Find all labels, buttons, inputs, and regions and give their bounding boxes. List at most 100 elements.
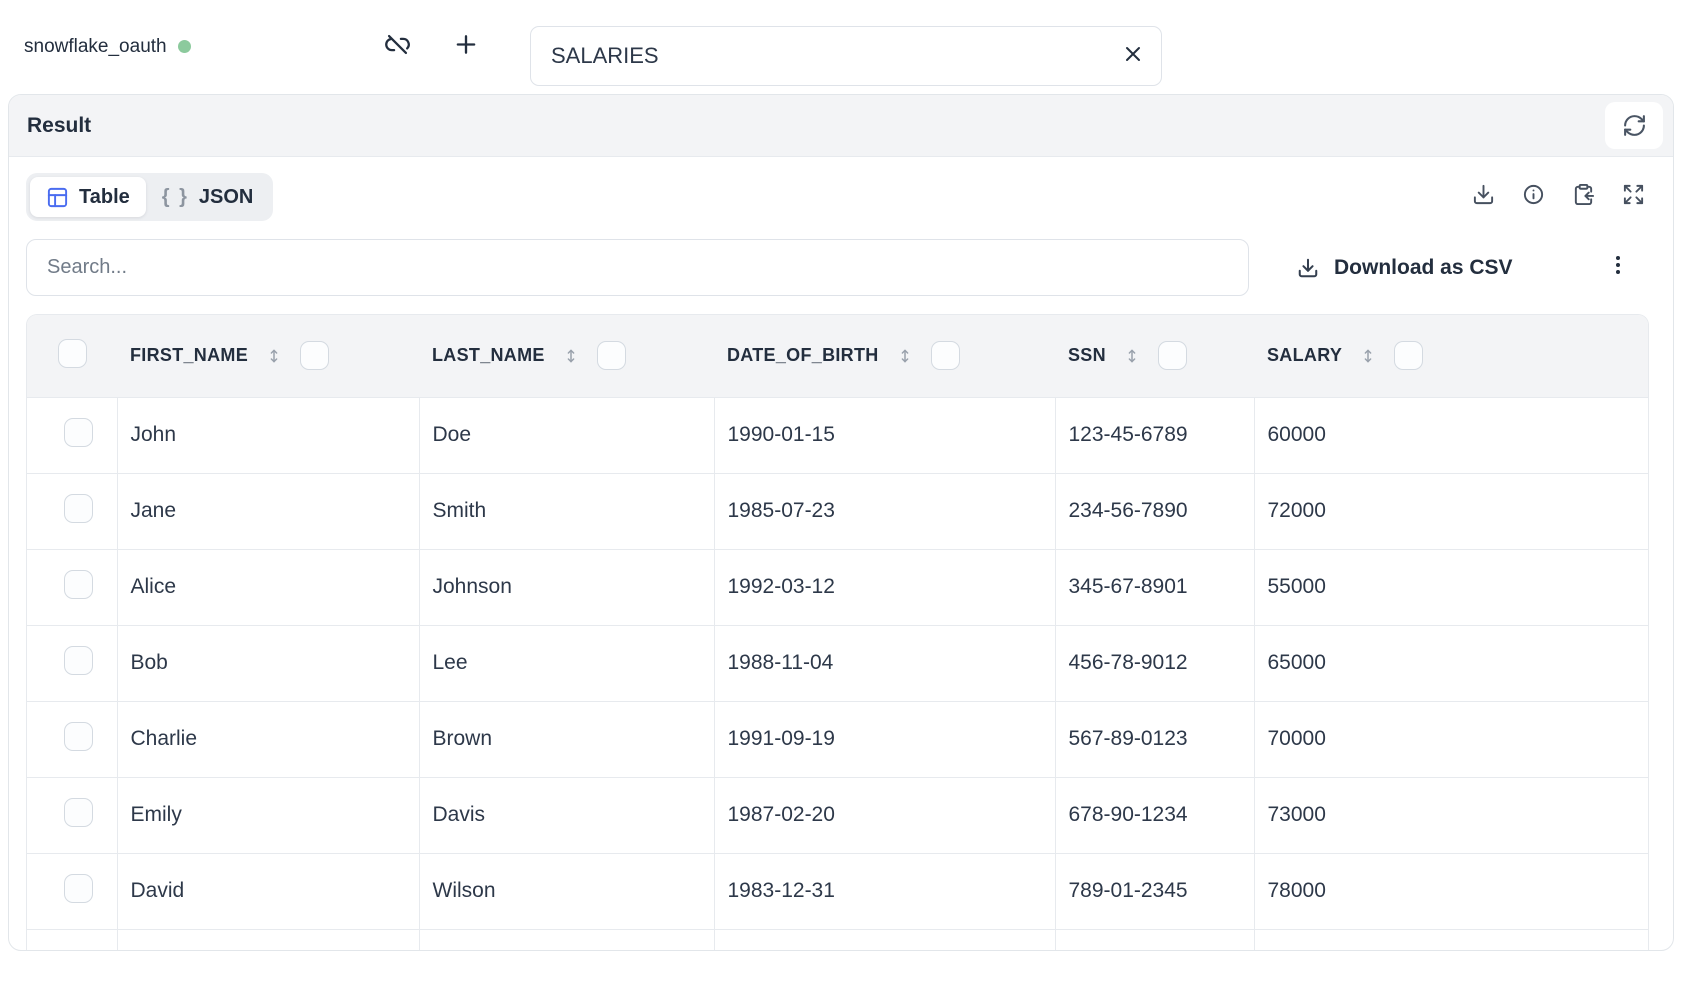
view-toggle: Table { } JSON — [26, 173, 273, 221]
row-select-checkbox[interactable] — [64, 494, 93, 523]
column-select-checkbox[interactable] — [1158, 341, 1187, 370]
sort-icon[interactable] — [265, 343, 283, 369]
table-cell: 456-78-9012 — [1055, 625, 1254, 701]
row-select-checkbox[interactable] — [64, 570, 93, 599]
plus-icon — [452, 30, 480, 58]
column-header: SALARY — [1254, 315, 1648, 397]
clear-input-button[interactable] — [1121, 42, 1145, 71]
column-header-label: DATE_OF_BIRTH — [727, 345, 879, 366]
add-tab-button[interactable] — [452, 30, 480, 63]
result-panel: Result — [8, 94, 1674, 951]
curly-braces-icon: { } — [162, 187, 189, 207]
table-cell: 567-89-0123 — [1055, 701, 1254, 777]
connection-status-dot — [178, 40, 191, 53]
table-row: CharlieBrown1991-09-19567-89-012370000 — [27, 701, 1648, 777]
column-select-checkbox[interactable] — [931, 341, 960, 370]
table-cell: Johnson — [419, 549, 714, 625]
result-panel-header: Result — [9, 95, 1673, 157]
column-header: FIRST_NAME — [117, 315, 419, 397]
table-cell: 70000 — [1254, 701, 1648, 777]
table-cell: 55000 — [1254, 549, 1648, 625]
column-header-label: SALARY — [1267, 345, 1342, 366]
table-grid-icon — [46, 186, 69, 209]
table-cell: 78000 — [1254, 853, 1648, 929]
table-header-row: FIRST_NAME LAST_NAME DATE_OF_BIRTH SSN SALAR… — [27, 315, 1648, 397]
download-icon — [1472, 183, 1495, 206]
tab-table[interactable]: Table — [30, 177, 146, 217]
connection-name: snowflake_oauth — [24, 36, 167, 58]
clipboard-paste-icon — [1572, 183, 1595, 206]
download-csv-label: Download as CSV — [1334, 256, 1513, 280]
table-name-input[interactable] — [549, 42, 1111, 70]
table-name-field — [530, 26, 1162, 86]
column-select-checkbox[interactable] — [300, 341, 329, 370]
download-csv-button[interactable]: Download as CSV — [1297, 256, 1513, 280]
result-table: FIRST_NAME LAST_NAME DATE_OF_BIRTH SSN SALAR… — [26, 314, 1649, 951]
table-cell: 1985-07-23 — [714, 473, 1055, 549]
table-cell: Emily — [117, 777, 419, 853]
table-cell: 345-67-8901 — [1055, 549, 1254, 625]
row-select-checkbox[interactable] — [64, 798, 93, 827]
search-input[interactable] — [26, 239, 1249, 296]
row-select-checkbox[interactable] — [64, 418, 93, 447]
column-select-checkbox[interactable] — [1394, 341, 1423, 370]
sort-icon[interactable] — [1123, 343, 1141, 369]
top-bar: snowflake_oauth — [0, 0, 1682, 93]
table-cell: Smith — [419, 473, 714, 549]
column-header: SSN — [1055, 315, 1254, 397]
column-header: LAST_NAME — [419, 315, 714, 397]
column-header-label: SSN — [1068, 345, 1106, 366]
column-header-label: FIRST_NAME — [130, 345, 248, 366]
connection-info: snowflake_oauth — [24, 36, 191, 58]
result-toolbar — [1472, 183, 1656, 211]
sort-icon[interactable] — [1359, 343, 1377, 369]
disconnect-button[interactable] — [384, 31, 411, 63]
table-cell: Lee — [419, 625, 714, 701]
table-cell: Davis — [419, 777, 714, 853]
column-select-checkbox[interactable] — [597, 341, 626, 370]
table-cell: 1991-09-19 — [714, 701, 1055, 777]
select-all-checkbox[interactable] — [58, 339, 87, 368]
row-select-checkbox[interactable] — [64, 874, 93, 903]
table-cell: Doe — [419, 397, 714, 473]
table-row: JohnDoe1990-01-15123-45-678960000 — [27, 397, 1648, 473]
table-cell: 234-56-7890 — [1055, 473, 1254, 549]
column-header-label: LAST_NAME — [432, 345, 545, 366]
table-cell: 1992-03-12 — [714, 549, 1055, 625]
refresh-button[interactable] — [1605, 102, 1663, 149]
kebab-vertical-icon — [1606, 253, 1630, 277]
info-button[interactable] — [1522, 183, 1545, 211]
table-cell: Jane — [117, 473, 419, 549]
download-button[interactable] — [1472, 183, 1495, 211]
more-options-button[interactable] — [1606, 253, 1630, 282]
tab-json-label: JSON — [199, 186, 253, 209]
table-cell: Brown — [419, 701, 714, 777]
tab-json[interactable]: { } JSON — [146, 177, 270, 217]
table-cell: David — [117, 853, 419, 929]
row-select-checkbox[interactable] — [64, 722, 93, 751]
table-cell: 1983-12-31 — [714, 853, 1055, 929]
panel-title: Result — [27, 114, 91, 138]
table-cell: 123-45-6789 — [1055, 397, 1254, 473]
copy-to-clipboard-button[interactable] — [1572, 183, 1595, 211]
table-row: EmilyDavis1987-02-20678-90-123473000 — [27, 777, 1648, 853]
info-icon — [1522, 183, 1545, 206]
row-select-checkbox[interactable] — [64, 646, 93, 675]
table-cell: 1990-01-15 — [714, 397, 1055, 473]
table-cell: Wilson — [419, 853, 714, 929]
table-row: DavidWilson1983-12-31789-01-234578000 — [27, 853, 1648, 929]
table-cell: John — [117, 397, 419, 473]
table-cell: 73000 — [1254, 777, 1648, 853]
expand-icon — [1622, 183, 1645, 206]
table-cell: 1988-11-04 — [714, 625, 1055, 701]
sort-icon[interactable] — [896, 343, 914, 369]
table-cell: 789-01-2345 — [1055, 853, 1254, 929]
sort-icon[interactable] — [562, 343, 580, 369]
expand-button[interactable] — [1622, 183, 1645, 211]
table-cell: Alice — [117, 549, 419, 625]
close-icon — [1121, 42, 1145, 66]
table-row: BobLee1988-11-04456-78-901265000 — [27, 625, 1648, 701]
table-row-partial — [27, 929, 1648, 951]
table-cell: Bob — [117, 625, 419, 701]
tab-table-label: Table — [79, 186, 130, 209]
